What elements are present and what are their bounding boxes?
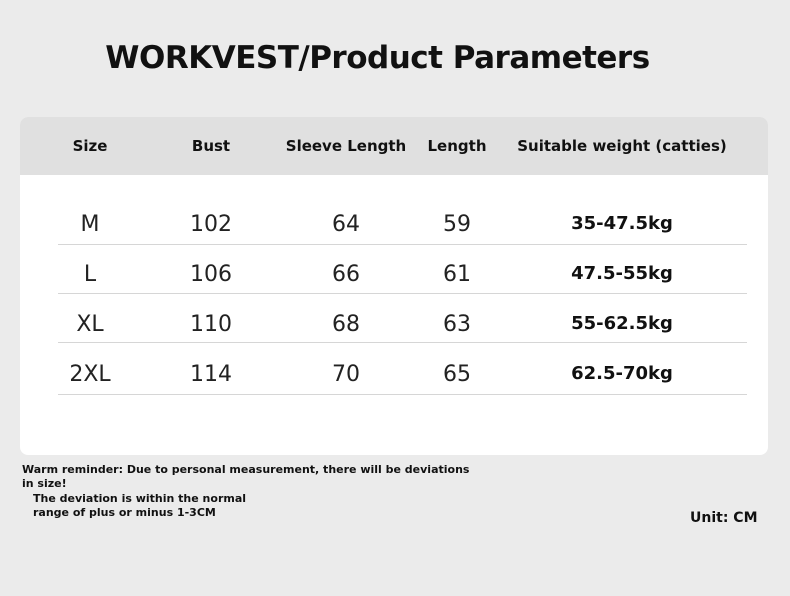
deviation-text: The deviation is within the normal (33, 492, 247, 505)
table-cell: 2XL (69, 362, 111, 387)
row-divider (58, 394, 747, 395)
table-cell: 70 (332, 362, 360, 387)
table-cell: 114 (190, 362, 232, 387)
table-cell: M (80, 212, 100, 237)
weight-cell: 55-62.5kg (571, 313, 673, 334)
table-cell: 65 (443, 362, 471, 387)
table-cell: 63 (443, 312, 471, 337)
weight-cell: 62.5-70kg (571, 363, 673, 384)
size-table: Size Bust Sleeve Length Length Suitable weig… (20, 117, 768, 455)
table-cell: 59 (443, 212, 471, 237)
table-cell: 64 (332, 212, 360, 237)
reminder-text: Warm reminder: Due to personal measureme… (22, 463, 470, 476)
reminder-text: in size! (22, 477, 67, 490)
column-header: Bust (191, 137, 231, 155)
table-cell: 106 (190, 262, 232, 287)
weight-cell: 35-47.5kg (571, 213, 673, 234)
row-divider (58, 342, 747, 343)
column-header: Suitable weight (catties) (517, 137, 727, 155)
column-header: Sleeve Length (285, 137, 407, 155)
table-cell: 110 (190, 312, 232, 337)
row-divider (58, 293, 747, 294)
table-cell: L (83, 262, 97, 287)
table-cell: 66 (332, 262, 360, 287)
page-title: WORKVEST/Product Parameters (105, 40, 650, 76)
row-divider (58, 244, 747, 245)
table-cell: 68 (332, 312, 360, 337)
column-header: Length (427, 137, 487, 155)
table-cell: 102 (190, 212, 232, 237)
unit-label: Unit: CM (690, 510, 758, 526)
deviation-text: range of plus or minus 1-3CM (33, 506, 216, 519)
table-cell: 61 (443, 262, 471, 287)
table-cell: XL (76, 312, 104, 337)
table-header: Size Bust Sleeve Length Length Suitable weig… (20, 117, 768, 175)
weight-cell: 47.5-55kg (571, 263, 673, 284)
column-header: Size (72, 137, 108, 155)
